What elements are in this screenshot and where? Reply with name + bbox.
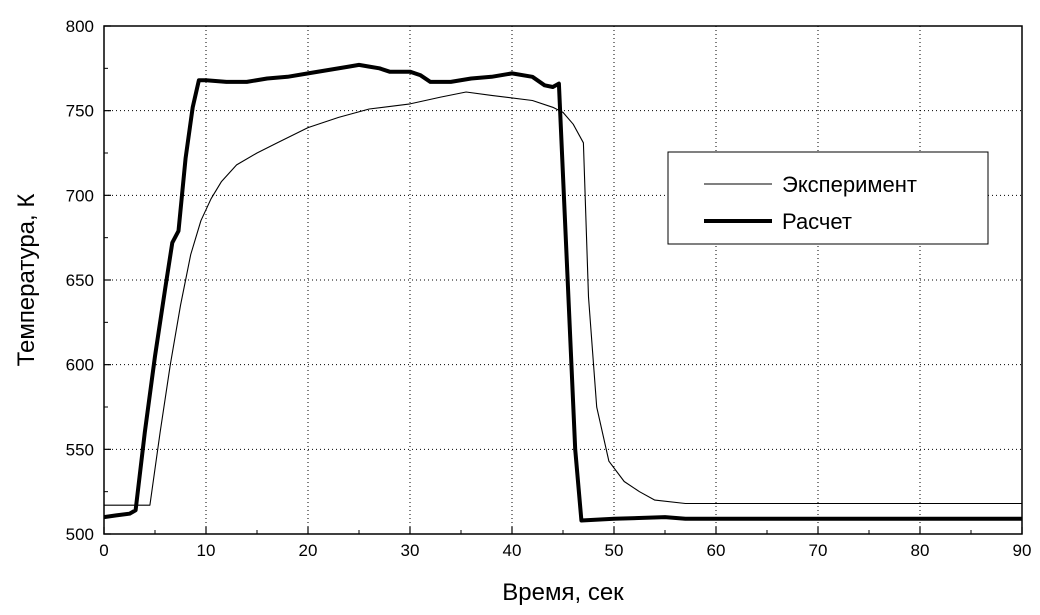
x-tick-label: 80: [911, 541, 930, 560]
y-tick-label: 600: [66, 356, 94, 375]
y-tick-label: 650: [66, 271, 94, 290]
grid: [104, 26, 1022, 534]
axis-ticks: 0 10 20 30 40 50 60 70 80 90 500 550 600 650 700 750 800: [66, 17, 1032, 560]
x-tick-label: 30: [401, 541, 420, 560]
legend-box: [667, 151, 989, 245]
y-tick-label: 700: [66, 186, 94, 205]
x-tick-label: 90: [1013, 541, 1032, 560]
x-axis-title: Время, сек: [502, 579, 624, 606]
x-tick-label: 70: [809, 541, 828, 560]
legend-label-calculation: Расчет: [782, 209, 852, 234]
legend-label-experiment: Эксперимент: [782, 172, 917, 197]
x-tick-label: 0: [99, 541, 108, 560]
legend: Эксперимент Расчет: [667, 151, 989, 245]
y-tick-label: 500: [66, 525, 94, 544]
series-line-0: [104, 91, 1022, 506]
y-axis-title: Температура, К: [13, 194, 40, 367]
x-tick-label: 50: [605, 541, 624, 560]
y-tick-label: 750: [66, 102, 94, 121]
series-line-1: [103, 62, 1022, 523]
x-tick-label: 40: [503, 541, 522, 560]
x-tick-label: 10: [197, 541, 216, 560]
x-tick-label: 60: [707, 541, 726, 560]
x-tick-label: 20: [299, 541, 318, 560]
y-tick-label: 800: [66, 17, 94, 36]
series-lines: [103, 62, 1022, 523]
y-tick-label: 550: [66, 440, 94, 459]
